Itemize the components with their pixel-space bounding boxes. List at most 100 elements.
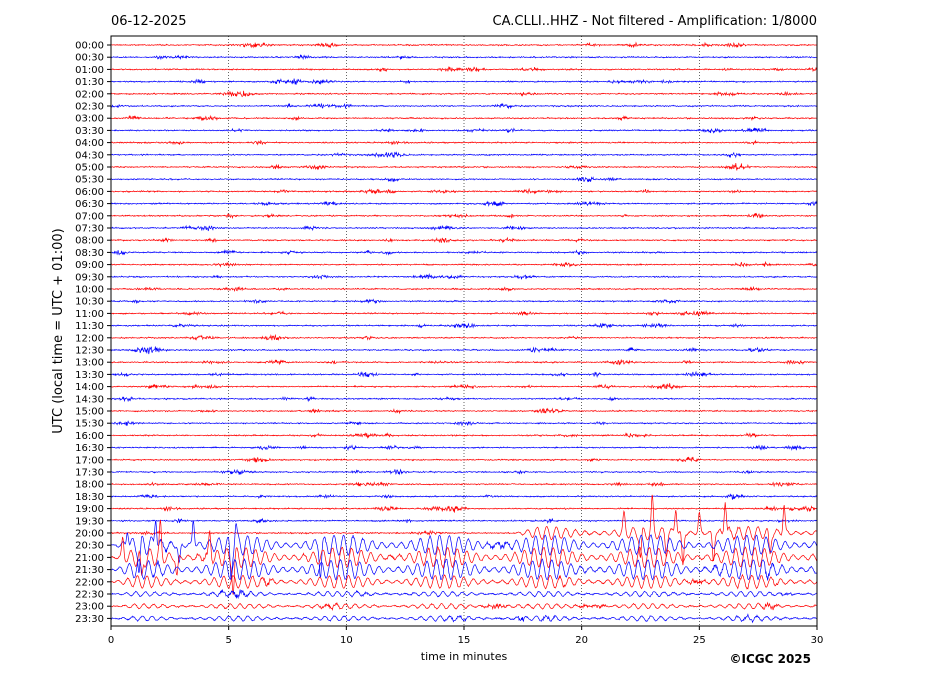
trace-0230 (111, 102, 817, 110)
row-label: 02:00 (75, 89, 104, 100)
trace-0800 (111, 236, 817, 244)
row-label: 05:30 (75, 175, 104, 186)
trace-2030 (111, 519, 817, 581)
row-label: 07:00 (75, 211, 104, 222)
trace-1600 (111, 432, 817, 439)
row-label: 14:30 (75, 394, 104, 405)
trace-0430 (111, 151, 817, 159)
trace-0200 (111, 90, 817, 98)
row-label: 15:00 (75, 407, 104, 418)
trace-1530 (111, 420, 817, 427)
grid-lines (228, 36, 700, 626)
row-label: 04:30 (75, 150, 104, 161)
row-label: 11:00 (75, 309, 104, 320)
trace-0300 (111, 114, 817, 122)
row-label: 12:30 (75, 346, 104, 357)
trace-1230 (111, 346, 817, 355)
date-label: 06-12-2025 (111, 14, 187, 29)
trace-group (111, 41, 817, 624)
row-label: 21:00 (75, 553, 104, 564)
trace-2330 (111, 613, 817, 624)
row-label: 19:30 (75, 516, 104, 527)
row-label: 01:00 (75, 65, 104, 76)
row-label: 09:30 (75, 272, 104, 283)
row-label: 05:00 (75, 163, 104, 174)
row-label: 11:30 (75, 321, 104, 332)
trace-2100 (111, 519, 817, 595)
row-label: 17:30 (75, 468, 104, 479)
trace-2130 (111, 558, 817, 581)
trace-0000 (111, 41, 817, 49)
trace-2230 (111, 588, 817, 600)
trace-1300 (111, 359, 817, 366)
trace-0900 (111, 260, 817, 268)
trace-0100 (111, 66, 817, 73)
row-label: 21:30 (75, 565, 104, 576)
copyright-label: ©ICGC 2025 (729, 652, 811, 666)
trace-0630 (111, 200, 817, 207)
row-label: 02:30 (75, 102, 104, 113)
row-label: 22:30 (75, 590, 104, 601)
trace-1900 (111, 505, 817, 513)
trace-0030 (111, 54, 817, 61)
trace-1730 (111, 468, 817, 476)
trace-0930 (111, 273, 817, 280)
y-axis-label: UTC (local time = UTC + 01:00) (51, 228, 66, 433)
row-label: 15:30 (75, 419, 104, 430)
trace-0600 (111, 187, 817, 195)
trace-1330 (111, 370, 817, 378)
trace-1100 (111, 310, 817, 317)
row-label: 06:00 (75, 187, 104, 198)
trace-1830 (111, 493, 817, 501)
x-tick-label: 15 (458, 635, 471, 646)
row-label: 16:00 (75, 431, 104, 442)
trace-1700 (111, 456, 817, 463)
trace-0730 (111, 224, 817, 232)
row-label: 10:00 (75, 285, 104, 296)
x-tick-label: 5 (225, 635, 231, 646)
plot-frame (110, 35, 818, 627)
row-label: 07:30 (75, 224, 104, 235)
row-label: 23:00 (75, 602, 104, 613)
row-label: 18:00 (75, 480, 104, 491)
row-label: 08:30 (75, 248, 104, 259)
trace-1030 (111, 298, 817, 305)
station-info: CA.CLLI..HHZ - Not filtered - Amplificat… (493, 14, 818, 29)
trace-1930 (111, 517, 817, 524)
row-label: 10:30 (75, 297, 104, 308)
row-label: 04:00 (75, 138, 104, 149)
trace-0830 (111, 249, 817, 256)
row-label: 00:30 (75, 53, 104, 64)
trace-1000 (111, 285, 817, 293)
trace-0530 (111, 176, 817, 183)
row-label: 12:00 (75, 333, 104, 344)
x-tick-label: 0 (108, 635, 114, 646)
trace-1430 (111, 396, 817, 403)
row-label: 18:30 (75, 492, 104, 503)
trace-0500 (111, 163, 817, 171)
trace-1130 (111, 322, 817, 329)
row-label: 23:30 (75, 614, 104, 625)
trace-0130 (111, 78, 817, 85)
trace-2300 (111, 601, 817, 611)
row-label: 06:30 (75, 199, 104, 210)
row-label: 13:30 (75, 370, 104, 381)
row-label: 03:00 (75, 114, 104, 125)
trace-0400 (111, 139, 817, 146)
trace-0700 (111, 212, 817, 220)
row-label: 22:00 (75, 577, 104, 588)
x-axis-label: time in minutes (421, 650, 508, 663)
row-label: 20:30 (75, 541, 104, 552)
row-label: 17:00 (75, 455, 104, 466)
row-label: 14:00 (75, 382, 104, 393)
row-label: 00:00 (75, 41, 104, 52)
row-label: 13:00 (75, 358, 104, 369)
row-label: 08:00 (75, 236, 104, 247)
trace-1500 (111, 407, 817, 415)
row-label: 19:00 (75, 504, 104, 515)
row-label: 03:30 (75, 126, 104, 137)
trace-0330 (111, 127, 817, 134)
trace-1200 (111, 333, 817, 342)
